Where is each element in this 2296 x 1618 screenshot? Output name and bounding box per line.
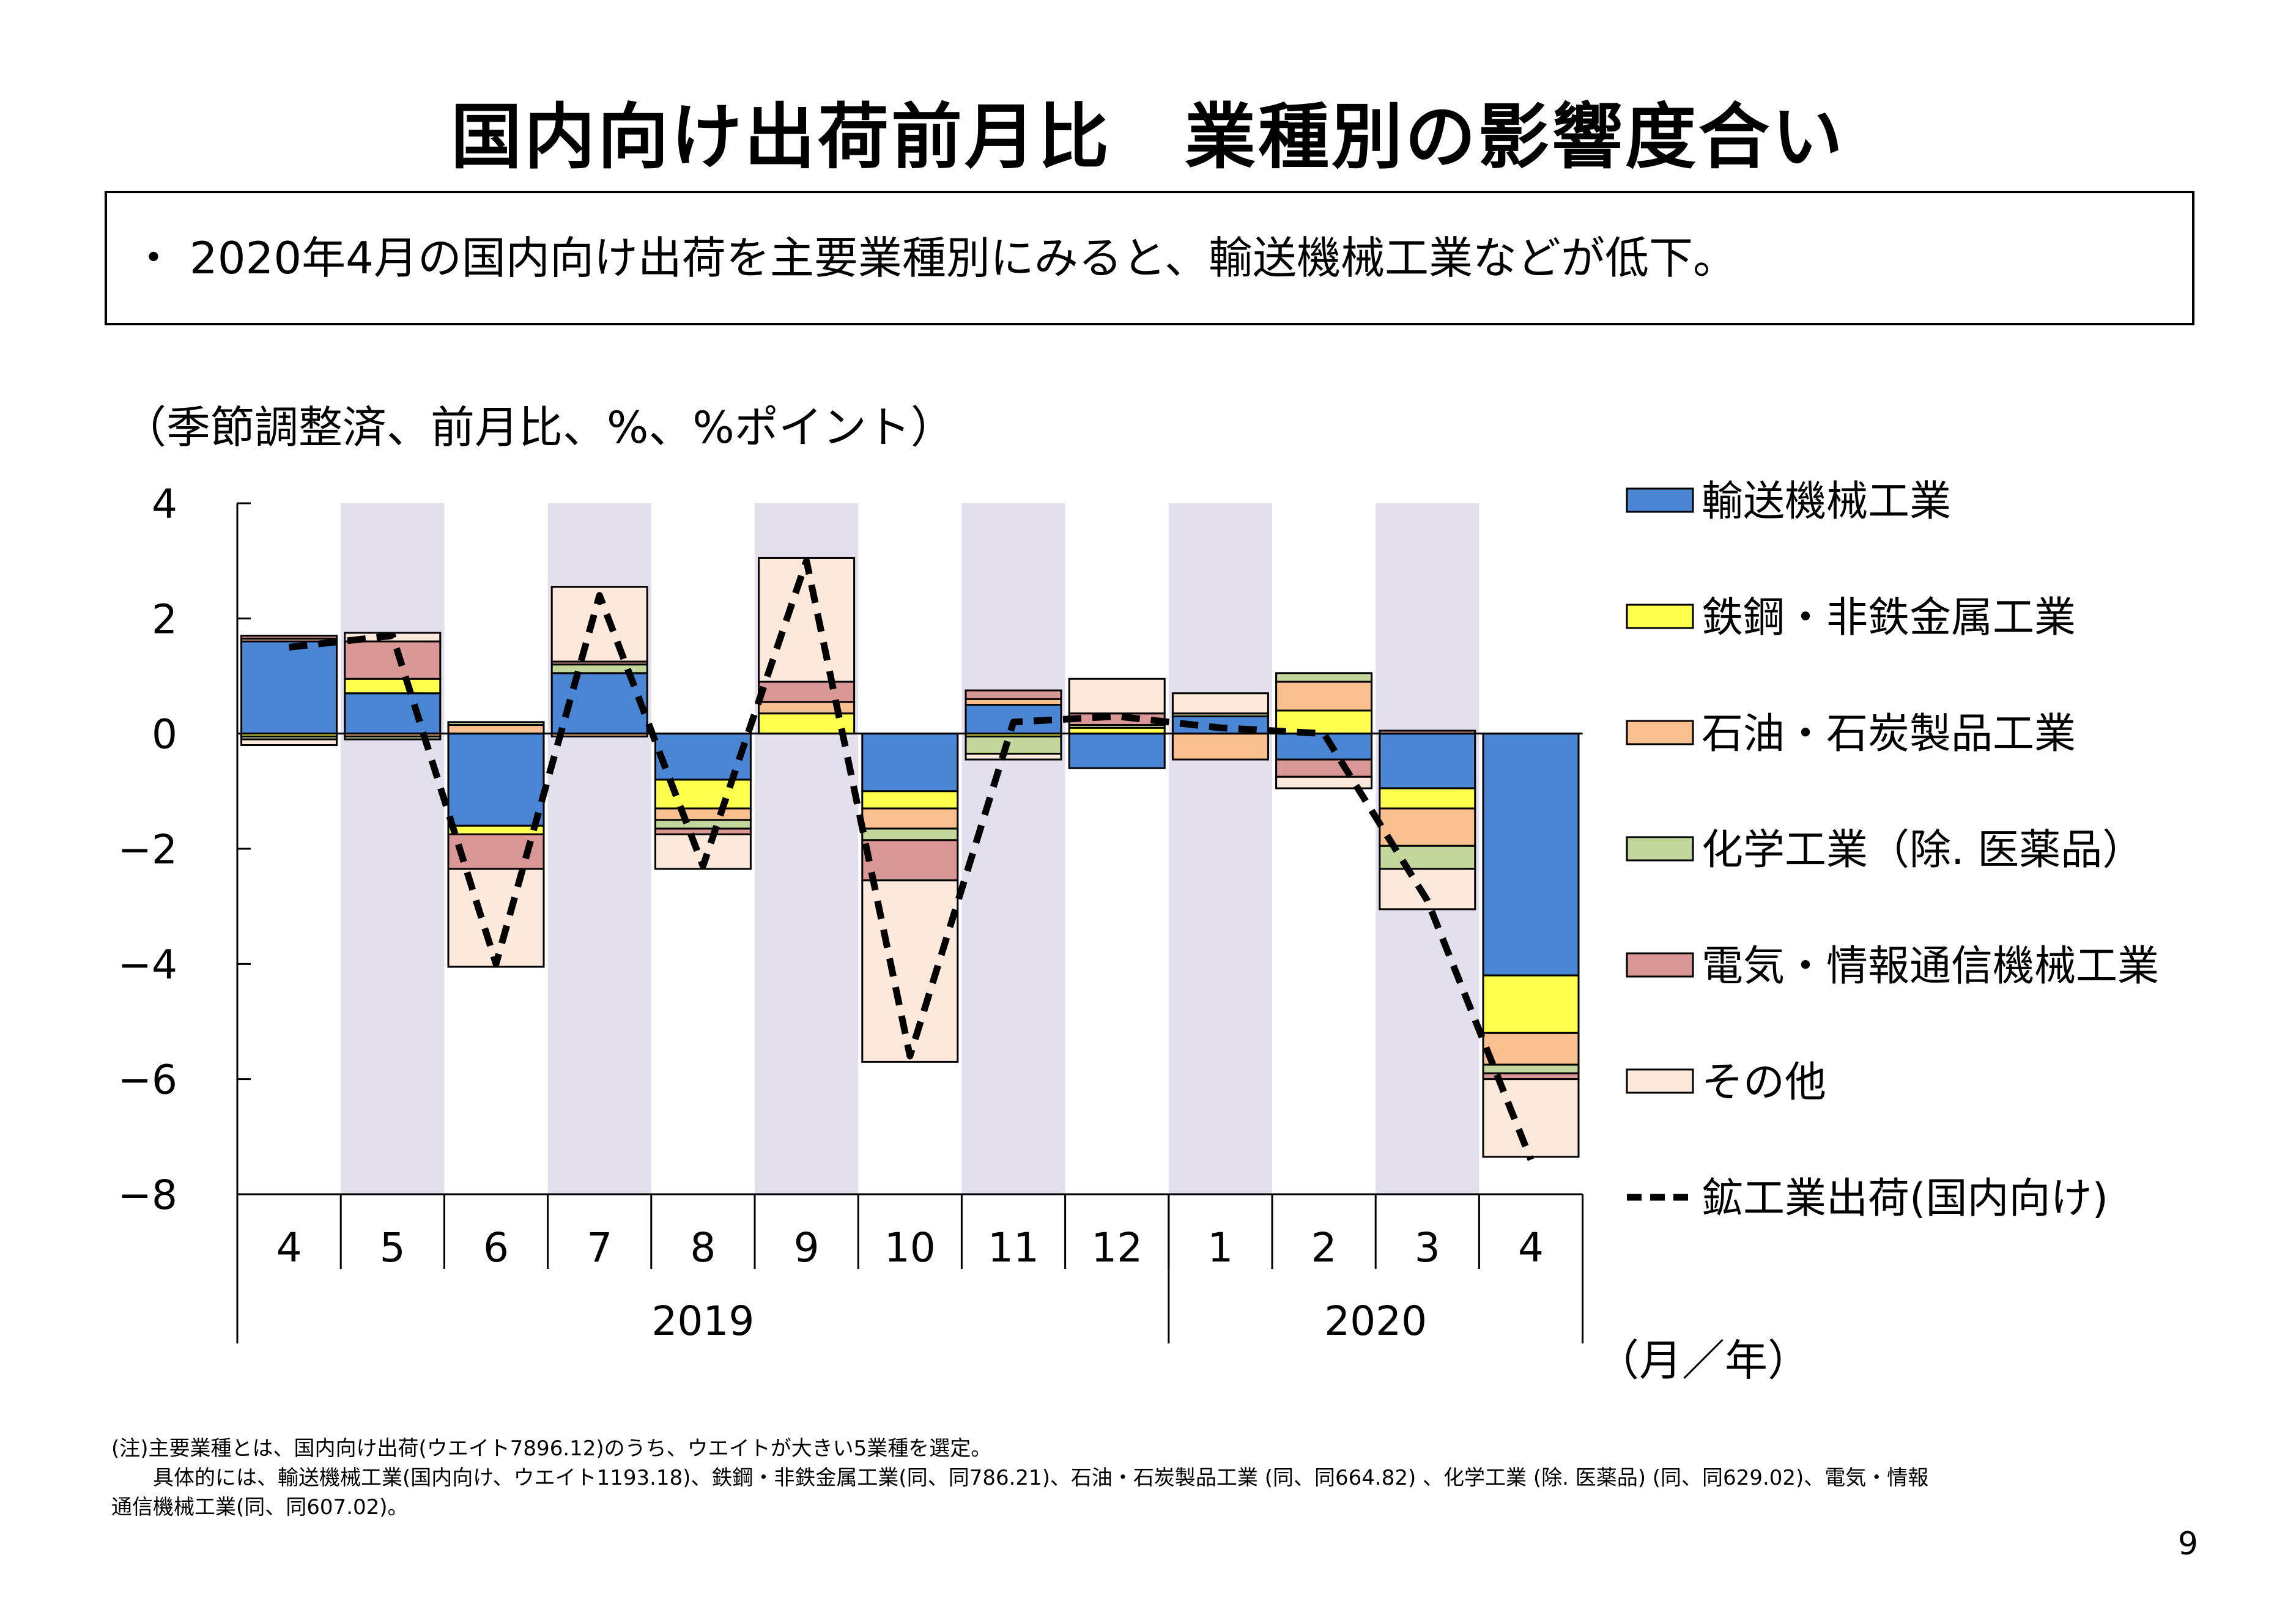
x-tick-label: 8 <box>690 1224 716 1271</box>
bar-segment <box>447 733 545 827</box>
bar-segment <box>240 640 338 735</box>
bar-segment <box>1379 807 1476 847</box>
bar-segment <box>1482 1032 1580 1066</box>
y-tick-label: 2 <box>152 596 177 643</box>
bar-segment <box>447 824 545 835</box>
legend-label: 化学工業（除. 医薬品） <box>1702 826 2144 874</box>
x-tick-label: 6 <box>483 1224 509 1271</box>
bar-segment <box>965 689 1062 700</box>
bar-segment <box>240 635 338 640</box>
year-label: 2020 <box>1324 1298 1427 1345</box>
bar-segment <box>447 721 545 726</box>
summary-box: ・ 2020年4月の国内向け出荷を主要業種別にみると、輸送機械工業などが低下。 <box>105 191 2194 325</box>
x-tick-label: 4 <box>1518 1224 1544 1271</box>
footnote-line-1: (注)主要業種とは、国内向け出荷(ウエイト7896.12)のうち、ウエイトが大き… <box>111 1436 992 1461</box>
bar-segment <box>654 807 752 821</box>
bar-segment <box>861 733 959 792</box>
y-tick-label: 0 <box>152 711 177 758</box>
bar-segment <box>861 807 959 830</box>
line-series <box>288 557 1535 1161</box>
legend-label: 電気・情報通信機械工業 <box>1702 942 2159 991</box>
x-tick-label: 12 <box>1091 1224 1142 1271</box>
x-tick-label: 7 <box>587 1224 612 1271</box>
bar-segment <box>1275 709 1373 735</box>
legend-swatch <box>1626 720 1694 745</box>
bar-segment <box>1068 733 1166 769</box>
bar-segment <box>1171 692 1269 715</box>
y-tick-label: −2 <box>118 826 177 873</box>
bar-segment <box>1275 681 1373 712</box>
x-tick-label: 10 <box>884 1224 936 1271</box>
bar-segment <box>344 640 442 680</box>
footnote-line-2: 具体的には、輸送機械工業(国内向け、ウエイト1193.18)、鉄鋼・非鉄金属工業… <box>111 1466 1929 1490</box>
legend-swatch <box>1626 1068 1694 1094</box>
x-axis-label: （月／年） <box>1596 1335 1810 1386</box>
legend-label: その他 <box>1702 1058 1826 1107</box>
bar-segment <box>861 827 959 841</box>
footnote: (注)主要業種とは、国内向け出荷(ウエイト7896.12)のうち、ウエイトが大き… <box>111 1434 1928 1522</box>
legend-label: 輸送機械工業 <box>1702 478 1951 526</box>
x-tick-label: 2 <box>1311 1224 1337 1271</box>
legend-swatch <box>1626 487 1694 513</box>
bar-segment <box>1482 974 1580 1034</box>
y-tick-label: 4 <box>152 481 177 528</box>
shade-band <box>1168 503 1272 1194</box>
bar-segment <box>1275 672 1373 683</box>
unit-label: （季節調整済、前月比、%、%ポイント） <box>122 402 955 453</box>
bar-segment <box>965 735 1062 755</box>
bar-segment <box>1482 1078 1580 1158</box>
bar-segment <box>1379 787 1476 810</box>
bar-segment <box>965 753 1062 761</box>
bar-segment <box>1482 733 1580 977</box>
summary-text: ・ 2020年4月の国内向け出荷を主要業種別にみると、輸送機械工業などが低下。 <box>131 232 1738 284</box>
x-tick-label: 3 <box>1415 1224 1440 1271</box>
footnote-line-3: 通信機械工業(同、同607.02)。 <box>111 1495 409 1520</box>
bar-segment <box>861 839 959 882</box>
bar-segment <box>344 678 442 695</box>
bar-segment <box>1379 868 1476 911</box>
y-tick-label: −6 <box>118 1057 177 1104</box>
bar-segment <box>1068 712 1166 726</box>
legend-swatch <box>1626 836 1694 862</box>
legend-label: 鉱工業出荷(国内向け) <box>1702 1175 2108 1223</box>
bar-segment <box>550 663 648 674</box>
bar-segment <box>344 692 442 735</box>
year-label: 2019 <box>651 1298 754 1345</box>
shade-band <box>341 503 445 1194</box>
page-number: 9 <box>2177 1526 2198 1562</box>
y-tick-label: −4 <box>118 941 177 988</box>
x-tick-label: 9 <box>794 1224 820 1271</box>
bar-segment <box>1275 758 1373 778</box>
x-tick-label: 1 <box>1207 1224 1233 1271</box>
x-tick-label: 5 <box>380 1224 406 1271</box>
legend-swatch <box>1626 952 1694 978</box>
x-tick-label: 4 <box>276 1224 302 1271</box>
x-tick-label: 11 <box>988 1224 1039 1271</box>
y-tick-label: −8 <box>118 1172 177 1219</box>
bar-segment <box>447 868 545 968</box>
legend-swatch <box>1626 604 1694 629</box>
legend-label: 石油・石炭製品工業 <box>1702 710 2076 758</box>
bar-segment <box>758 681 856 703</box>
bar-segment <box>861 790 959 810</box>
bar-segment <box>1379 733 1476 789</box>
bar-segment <box>344 735 442 741</box>
legend-label: 鉄鋼・非鉄金属工業 <box>1702 594 2076 642</box>
bar-segment <box>1171 733 1269 761</box>
page-title: 国内向け出荷前月比 業種別の影響度合い <box>451 96 1845 179</box>
bar-segment <box>654 819 752 830</box>
bar-segment <box>240 738 338 747</box>
bar-segment <box>1068 678 1166 715</box>
bar-segment <box>1482 1063 1580 1074</box>
bar-segment <box>447 724 545 735</box>
bar-segment <box>1275 775 1373 789</box>
shade-band <box>961 503 1065 1194</box>
